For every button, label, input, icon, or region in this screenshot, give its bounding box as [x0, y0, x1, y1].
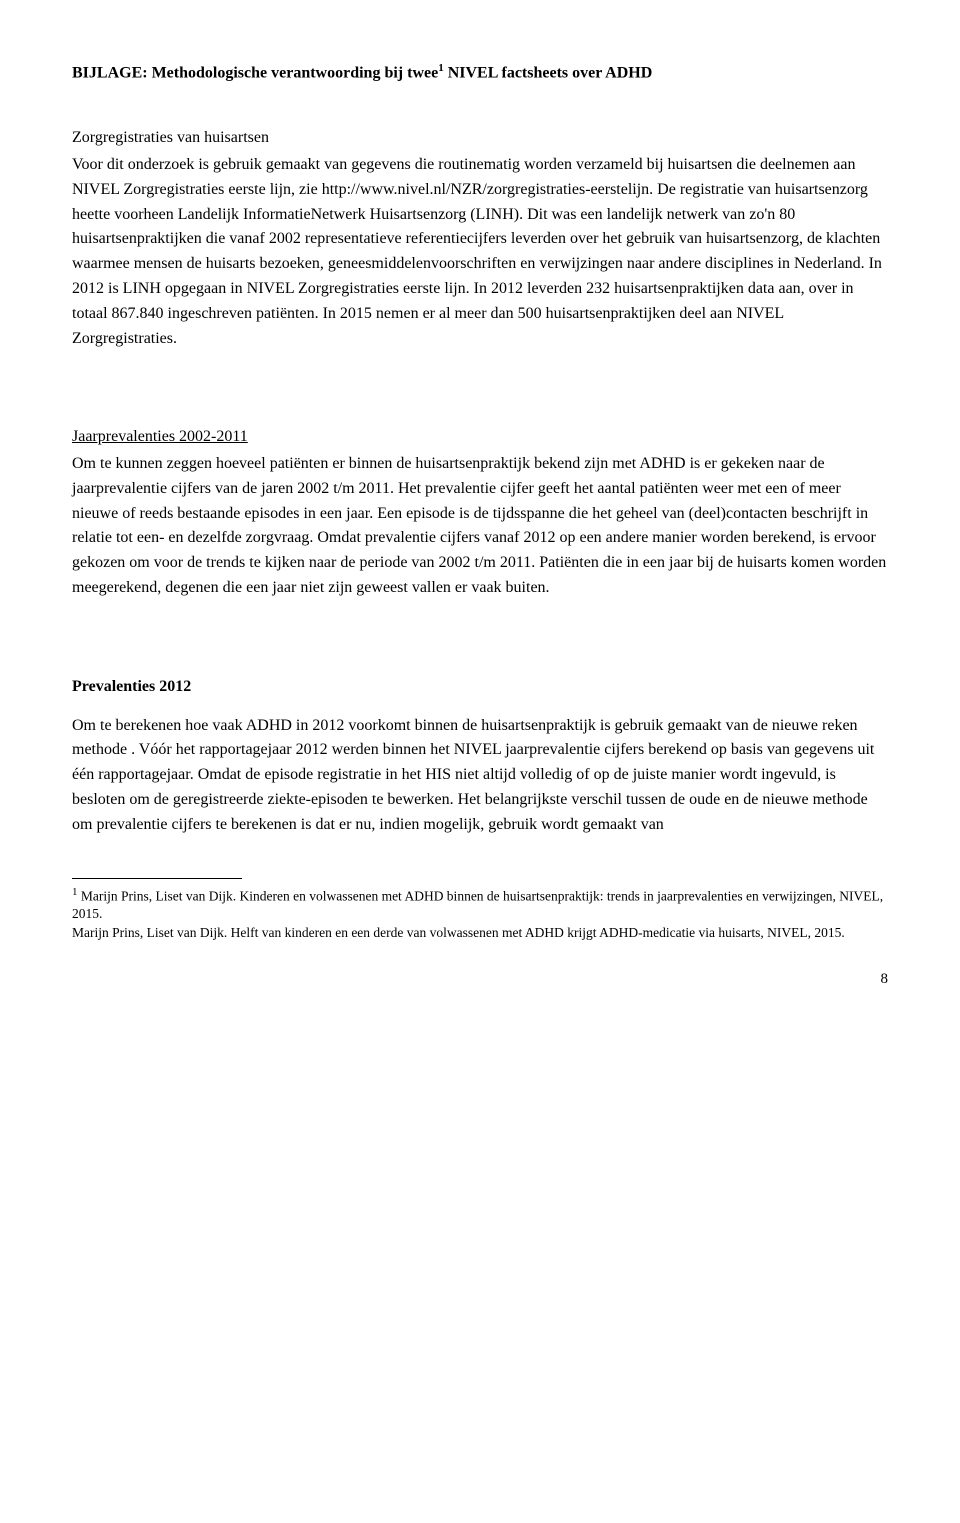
footnote-separator [72, 878, 242, 879]
section-heading-jaarprevalenties: Jaarprevalenties 2002-2011 [72, 425, 888, 450]
document-title: BIJLAGE: Methodologische verantwoording … [72, 60, 888, 86]
title-prefix: BIJLAGE: Methodologische verantwoording … [72, 64, 438, 81]
spacer [72, 601, 888, 641]
footnote-line-1: Marijn Prins, Liset van Dijk. Kinderen e… [72, 888, 883, 921]
page-number: 8 [72, 968, 888, 991]
section-heading-prevalenties-2012-text: Prevalenties 2012 [72, 678, 191, 695]
section-body-prevalenties-2012: Om te berekenen hoe vaak ADHD in 2012 vo… [72, 714, 888, 838]
footnote-block: 1 Marijn Prins, Liset van Dijk. Kinderen… [72, 885, 888, 942]
title-suffix: NIVEL factsheets over ADHD [444, 64, 653, 81]
section-heading-prevalenties-2012: Prevalenties 2012 [72, 675, 888, 700]
section-body-jaarprevalenties: Om te kunnen zeggen hoeveel patiënten er… [72, 452, 888, 601]
footnote-line-2: Marijn Prins, Liset van Dijk. Helft van … [72, 925, 845, 940]
section-body-zorgregistraties: Voor dit onderzoek is gebruik gemaakt va… [72, 153, 888, 351]
spacer [72, 351, 888, 391]
section-heading-zorgregistraties: Zorgregistraties van huisartsen [72, 126, 888, 151]
